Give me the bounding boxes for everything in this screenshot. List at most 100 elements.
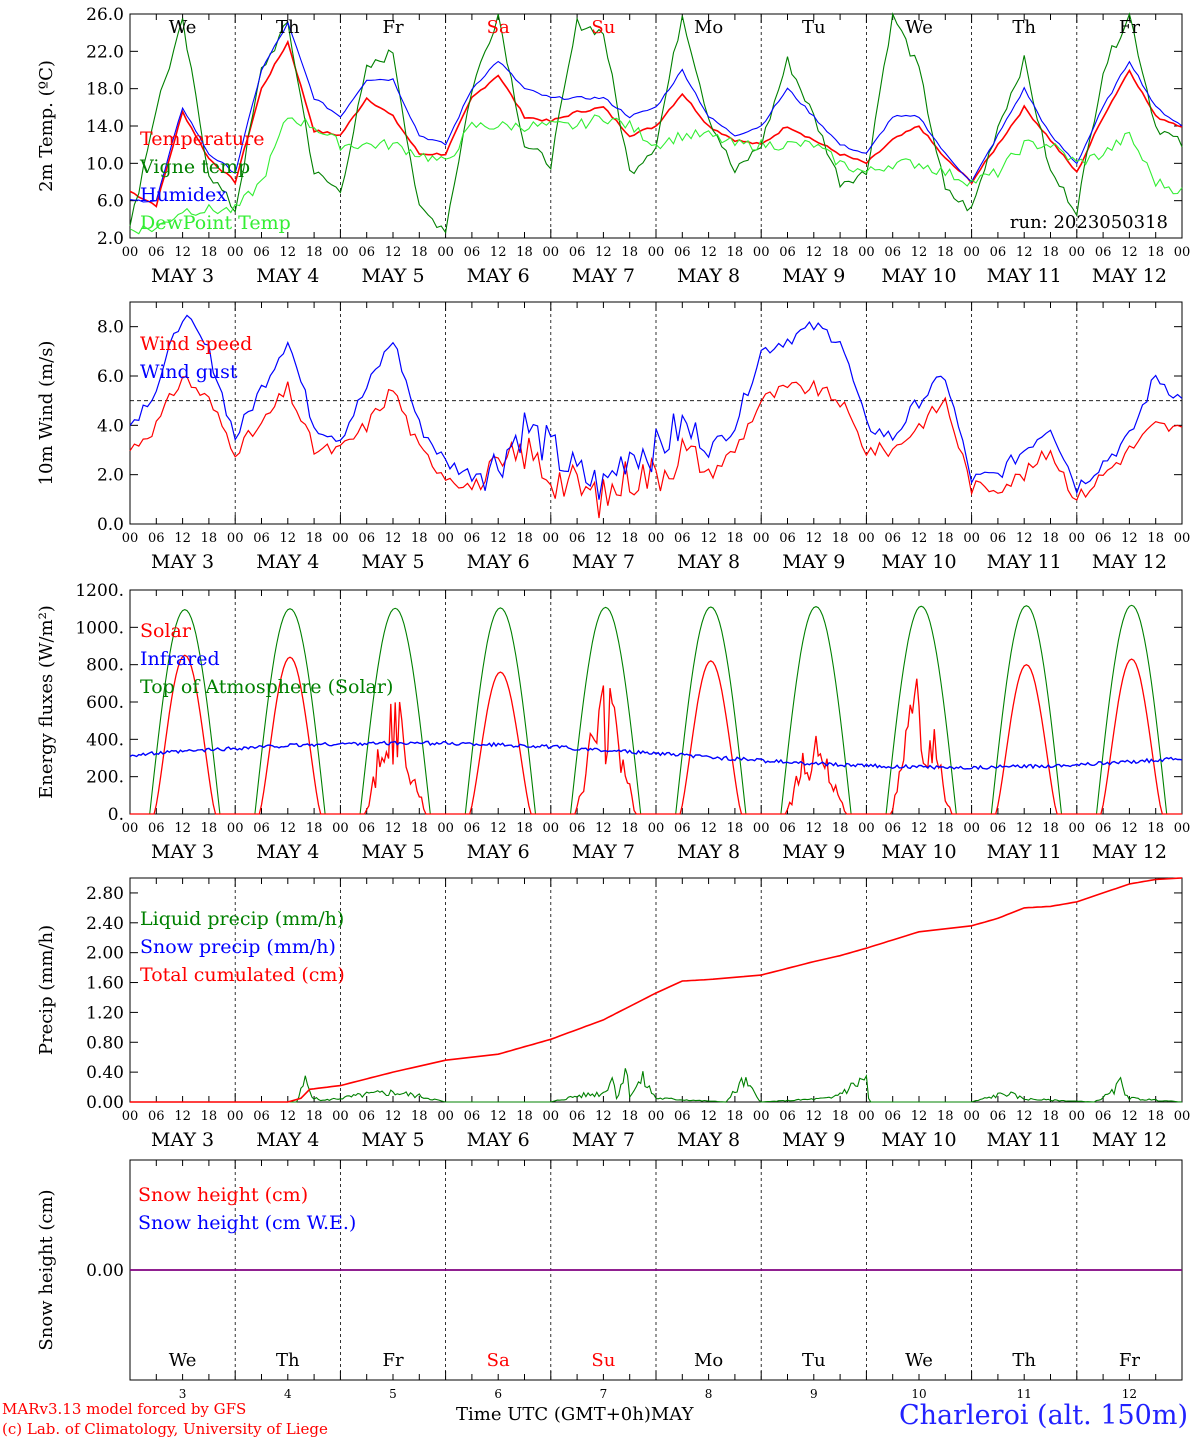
- day-number-label: 4: [284, 1387, 292, 1401]
- hour-tick-label: 00: [1174, 531, 1191, 546]
- hour-tick-label: 06: [779, 245, 796, 260]
- hour-tick-label: 00: [1174, 821, 1191, 836]
- hour-tick-label: 18: [1147, 531, 1164, 546]
- day-name-label: Mo: [694, 17, 723, 38]
- hour-tick-label: 06: [148, 245, 165, 260]
- hour-tick-label: 18: [937, 821, 954, 836]
- date-label: MAY 10: [881, 841, 956, 863]
- date-label: MAY 7: [572, 265, 635, 287]
- legend-toa: Top of Atmosphere (Solar): [140, 676, 393, 698]
- legend-vigne-temp: Vigne temp: [139, 156, 250, 178]
- y-tick-label: 26.0: [86, 5, 124, 25]
- time-axis-month: MAY: [650, 1404, 694, 1425]
- hour-tick-label: 00: [963, 821, 980, 836]
- legend-wind-gust: Wind gust: [140, 361, 238, 383]
- hour-tick-label: 00: [437, 245, 454, 260]
- hour-tick-label: 12: [280, 1109, 297, 1124]
- hour-tick-label: 06: [569, 821, 586, 836]
- hour-tick-label: 00: [858, 1109, 875, 1124]
- hour-tick-label: 18: [1042, 821, 1059, 836]
- day-name-label: Tu: [802, 1350, 826, 1371]
- hour-tick-label: 12: [490, 1109, 507, 1124]
- day-number-label: 7: [600, 1387, 608, 1401]
- legend-solar: Solar: [140, 620, 192, 642]
- hour-tick-label: 00: [543, 1109, 560, 1124]
- hour-tick-label: 06: [674, 1109, 691, 1124]
- date-label: MAY 4: [256, 551, 319, 573]
- date-label: MAY 11: [987, 1129, 1062, 1151]
- hour-tick-label: 12: [1121, 1109, 1138, 1124]
- hour-tick-label: 18: [411, 821, 428, 836]
- hour-tick-label: 06: [674, 821, 691, 836]
- day-number-label: 3: [179, 1387, 187, 1401]
- hour-tick-label: 12: [1121, 245, 1138, 260]
- hour-tick-label: 06: [779, 821, 796, 836]
- date-label: MAY 6: [467, 265, 530, 287]
- hour-tick-label: 06: [253, 1109, 270, 1124]
- y-tick-label: 8.0: [97, 318, 124, 338]
- day-name-label: Fr: [1119, 1350, 1140, 1371]
- day-name-label: Sa: [487, 1350, 510, 1371]
- y-tick-label: 2.80: [86, 884, 124, 904]
- hour-tick-label: 00: [1069, 821, 1086, 836]
- y-axis-title: Snow height (cm): [36, 1189, 57, 1350]
- hour-tick-label: 12: [490, 531, 507, 546]
- day-name-label: Th: [276, 1350, 300, 1371]
- hour-tick-label: 18: [411, 245, 428, 260]
- hour-tick-label: 06: [148, 821, 165, 836]
- hour-tick-label: 06: [569, 1109, 586, 1124]
- date-label: MAY 11: [987, 841, 1062, 863]
- hour-tick-label: 00: [332, 821, 349, 836]
- hour-tick-label: 00: [1174, 1109, 1191, 1124]
- hour-tick-label: 18: [832, 531, 849, 546]
- hour-tick-label: 12: [806, 1109, 823, 1124]
- hour-tick-label: 00: [227, 245, 244, 260]
- day-number-label: 12: [1122, 1387, 1137, 1401]
- date-label: MAY 6: [467, 551, 530, 573]
- hour-tick-label: 06: [884, 821, 901, 836]
- hour-tick-label: 00: [648, 531, 665, 546]
- hour-tick-label: 12: [490, 245, 507, 260]
- hour-tick-label: 12: [385, 245, 402, 260]
- day-number-label: 5: [389, 1387, 397, 1401]
- y-tick-label: 200.: [86, 768, 124, 788]
- hour-tick-label: 06: [358, 245, 375, 260]
- hour-tick-label: 06: [253, 821, 270, 836]
- date-label: MAY 5: [361, 841, 424, 863]
- hour-tick-label: 18: [201, 531, 218, 546]
- legend-liquid: Liquid precip (mm/h): [140, 908, 344, 930]
- hour-tick-label: 00: [122, 531, 139, 546]
- hour-tick-label: 06: [674, 245, 691, 260]
- hour-tick-label: 12: [595, 245, 612, 260]
- hour-tick-label: 00: [753, 821, 770, 836]
- hour-tick-label: 06: [253, 531, 270, 546]
- hour-tick-label: 00: [858, 821, 875, 836]
- hour-tick-label: 18: [201, 821, 218, 836]
- y-tick-label: 1.20: [86, 1003, 124, 1023]
- day-name-label: We: [905, 17, 933, 38]
- day-name-label: Su: [591, 17, 615, 38]
- day-name-label: Sa: [487, 17, 510, 38]
- date-label: MAY 9: [782, 841, 845, 863]
- day-number-label: 6: [494, 1387, 502, 1401]
- hour-tick-label: 18: [516, 821, 533, 836]
- date-label: MAY 6: [467, 1129, 530, 1151]
- hour-tick-label: 18: [621, 245, 638, 260]
- hour-tick-label: 12: [385, 821, 402, 836]
- legend-wind-speed: Wind speed: [140, 333, 252, 355]
- date-label: MAY 7: [572, 841, 635, 863]
- hour-tick-label: 06: [779, 1109, 796, 1124]
- date-label: MAY 4: [256, 841, 319, 863]
- hour-tick-label: 18: [1147, 245, 1164, 260]
- date-label: MAY 9: [782, 265, 845, 287]
- hour-tick-label: 12: [700, 245, 717, 260]
- hour-tick-label: 00: [332, 1109, 349, 1124]
- time-axis-label: Time UTC (GMT+0h)MAY: [456, 1404, 693, 1425]
- y-tick-label: 600.: [86, 693, 124, 713]
- hour-tick-label: 18: [1147, 1109, 1164, 1124]
- date-label: MAY 12: [1092, 551, 1167, 573]
- panel-4: 00 06 12 18 00 06 12 18 00 06 12 18 00 06 12 18 00 06 12 18…: [36, 877, 1191, 1151]
- hour-tick-label: 06: [779, 531, 796, 546]
- hour-tick-label: 06: [1095, 245, 1112, 260]
- hour-tick-label: 18: [832, 245, 849, 260]
